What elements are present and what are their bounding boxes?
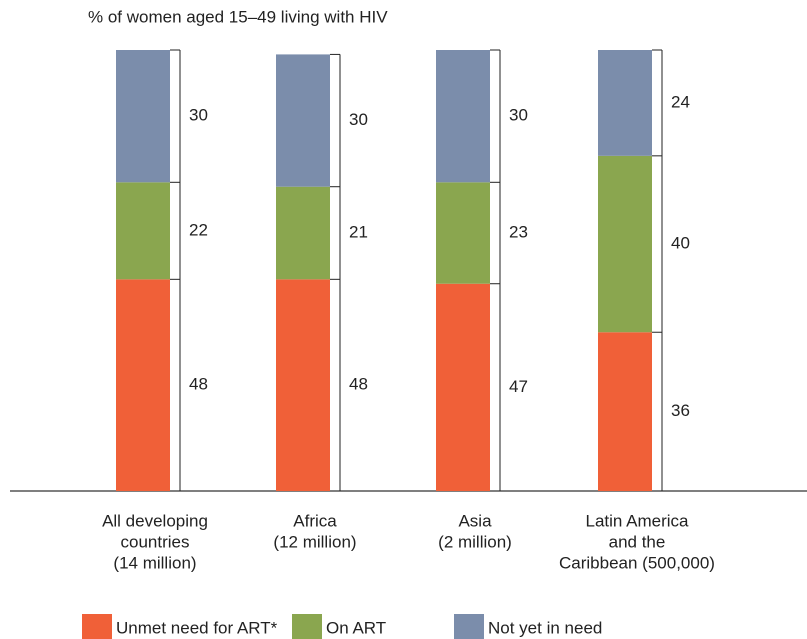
value-label: 22 [189,220,208,239]
x-tick-label: (14 million) [113,553,196,572]
value-label: 48 [189,375,208,394]
value-label: 24 [671,92,690,111]
bar-segment [598,50,652,156]
value-label: 30 [509,106,528,125]
legend-swatch [292,614,322,639]
x-tick-label: Latin America [586,511,690,530]
value-label: 47 [509,377,528,396]
bar-segment [116,50,170,183]
value-label: 48 [349,375,368,394]
bar-segment [598,155,652,333]
value-label: 21 [349,222,368,241]
legend-label: Not yet in need [488,618,602,637]
bar-segment [276,54,330,187]
legend-swatch [82,614,112,639]
x-tick-label: and the [609,532,666,551]
x-tick-label: (2 million) [438,532,512,551]
x-tick-label: (12 million) [273,532,356,551]
bar-segment [116,182,170,280]
chart-title: % of women aged 15–49 living with HIV [88,7,388,26]
x-tick-label: Caribbean (500,000) [559,553,715,572]
value-label: 36 [671,401,690,420]
bar-segment [276,186,330,280]
bar-segment [116,279,170,491]
legend-label: Unmet need for ART* [116,618,278,637]
value-label: 40 [671,234,690,253]
x-tick-label: countries [121,532,190,551]
bar-segment [276,279,330,491]
x-tick-label: Asia [458,511,492,530]
bar-segment [436,283,490,491]
value-label: 23 [509,222,528,241]
x-tick-label: Africa [293,511,337,530]
bar-segment [598,332,652,491]
value-label: 30 [189,106,208,125]
x-tick-label: All developing [102,511,208,530]
bar-segment [436,50,490,183]
value-label: 30 [349,110,368,129]
bar-segment [436,182,490,284]
legend-label: On ART [326,618,386,637]
legend-swatch [454,614,484,639]
